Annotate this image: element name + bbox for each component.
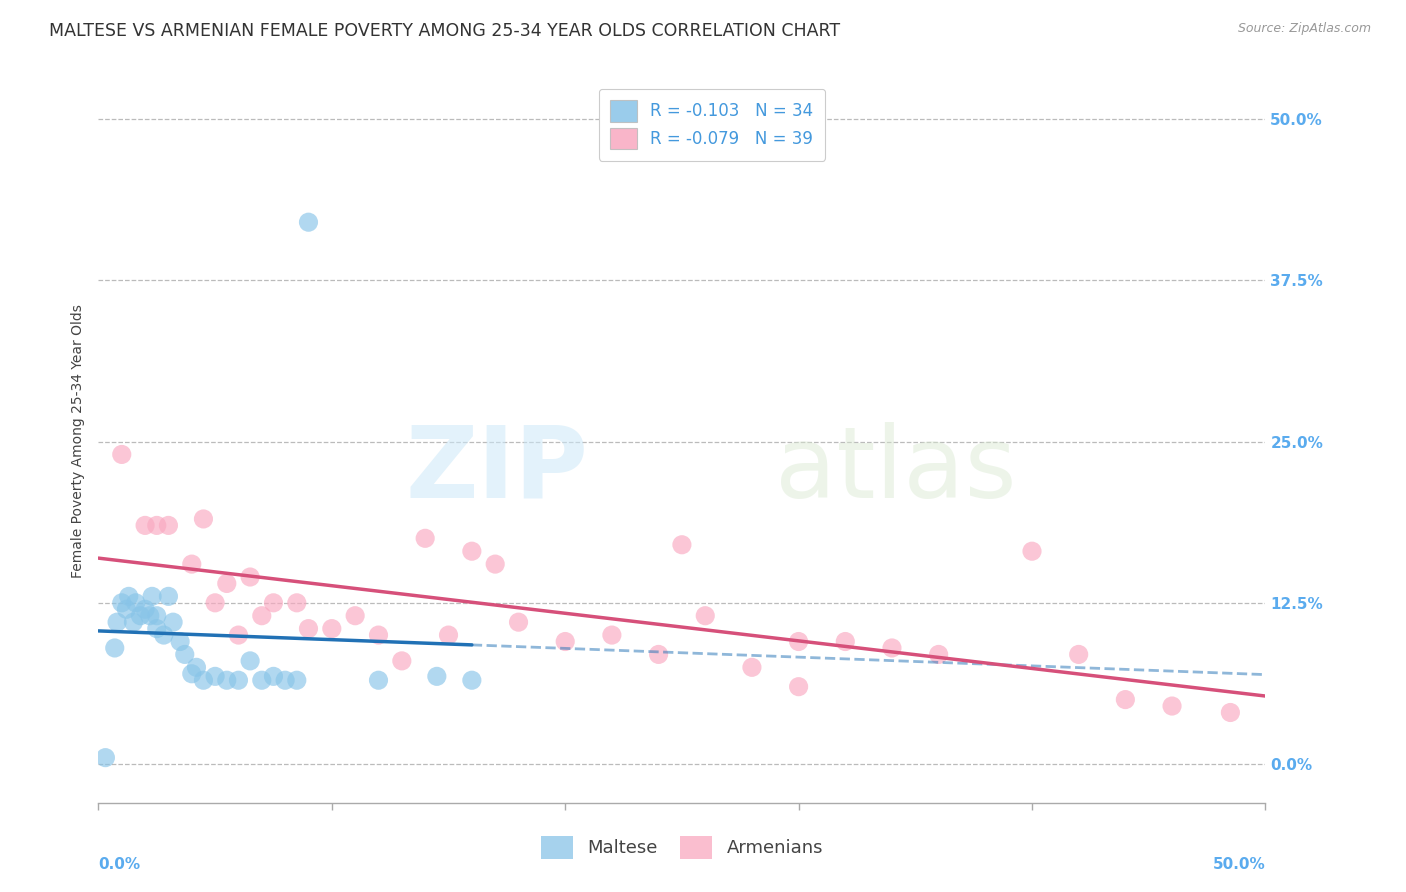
Point	[508, 615, 530, 630]
Point	[157, 590, 180, 604]
Point	[180, 666, 202, 681]
Point	[262, 669, 284, 683]
Point	[215, 576, 238, 591]
Point	[787, 680, 810, 694]
Point	[104, 640, 127, 655]
Point	[146, 608, 169, 623]
Point	[180, 557, 202, 571]
Text: 50.0%: 50.0%	[1212, 857, 1265, 872]
Point	[146, 622, 169, 636]
Point	[250, 608, 273, 623]
Point	[1161, 699, 1184, 714]
Point	[285, 673, 308, 688]
Point	[250, 673, 273, 688]
Point	[146, 518, 169, 533]
Point	[228, 628, 250, 642]
Point	[426, 669, 449, 683]
Point	[880, 640, 903, 655]
Point	[787, 634, 810, 648]
Point	[413, 531, 436, 545]
Point	[367, 628, 389, 642]
Point	[115, 602, 138, 616]
Point	[297, 215, 319, 229]
Text: atlas: atlas	[775, 422, 1017, 519]
Point	[152, 628, 174, 642]
Point	[1067, 648, 1090, 662]
Point	[193, 512, 215, 526]
Point	[274, 673, 297, 688]
Point	[105, 615, 128, 630]
Point	[285, 596, 308, 610]
Text: ZIP: ZIP	[406, 422, 589, 519]
Point	[741, 660, 763, 674]
Point	[344, 608, 367, 623]
Point	[1219, 706, 1241, 720]
Text: Source: ZipAtlas.com: Source: ZipAtlas.com	[1237, 22, 1371, 36]
Point	[647, 648, 669, 662]
Legend: Maltese, Armenians: Maltese, Armenians	[533, 829, 831, 866]
Point	[239, 654, 262, 668]
Point	[111, 447, 134, 461]
Point	[169, 634, 191, 648]
Point	[239, 570, 262, 584]
Text: 0.0%: 0.0%	[98, 857, 141, 872]
Point	[262, 596, 284, 610]
Point	[111, 596, 134, 610]
Point	[125, 596, 148, 610]
Point	[157, 518, 180, 533]
Point	[141, 590, 163, 604]
Point	[1021, 544, 1043, 558]
Point	[554, 634, 576, 648]
Y-axis label: Female Poverty Among 25-34 Year Olds: Female Poverty Among 25-34 Year Olds	[72, 304, 86, 579]
Point	[391, 654, 413, 668]
Point	[173, 648, 195, 662]
Point	[461, 544, 484, 558]
Point	[1114, 692, 1136, 706]
Point	[193, 673, 215, 688]
Point	[129, 608, 152, 623]
Point	[367, 673, 389, 688]
Point	[228, 673, 250, 688]
Point	[204, 596, 226, 610]
Point	[297, 622, 319, 636]
Point	[94, 750, 117, 764]
Point	[134, 602, 156, 616]
Point	[204, 669, 226, 683]
Point	[118, 590, 141, 604]
Point	[484, 557, 506, 571]
Point	[600, 628, 623, 642]
Point	[928, 648, 950, 662]
Point	[186, 660, 208, 674]
Point	[139, 608, 162, 623]
Point	[834, 634, 856, 648]
Point	[695, 608, 717, 623]
Point	[671, 538, 693, 552]
Point	[215, 673, 238, 688]
Point	[321, 622, 343, 636]
Point	[437, 628, 460, 642]
Point	[122, 615, 145, 630]
Point	[461, 673, 484, 688]
Text: MALTESE VS ARMENIAN FEMALE POVERTY AMONG 25-34 YEAR OLDS CORRELATION CHART: MALTESE VS ARMENIAN FEMALE POVERTY AMONG…	[49, 22, 841, 40]
Point	[134, 518, 156, 533]
Point	[162, 615, 184, 630]
